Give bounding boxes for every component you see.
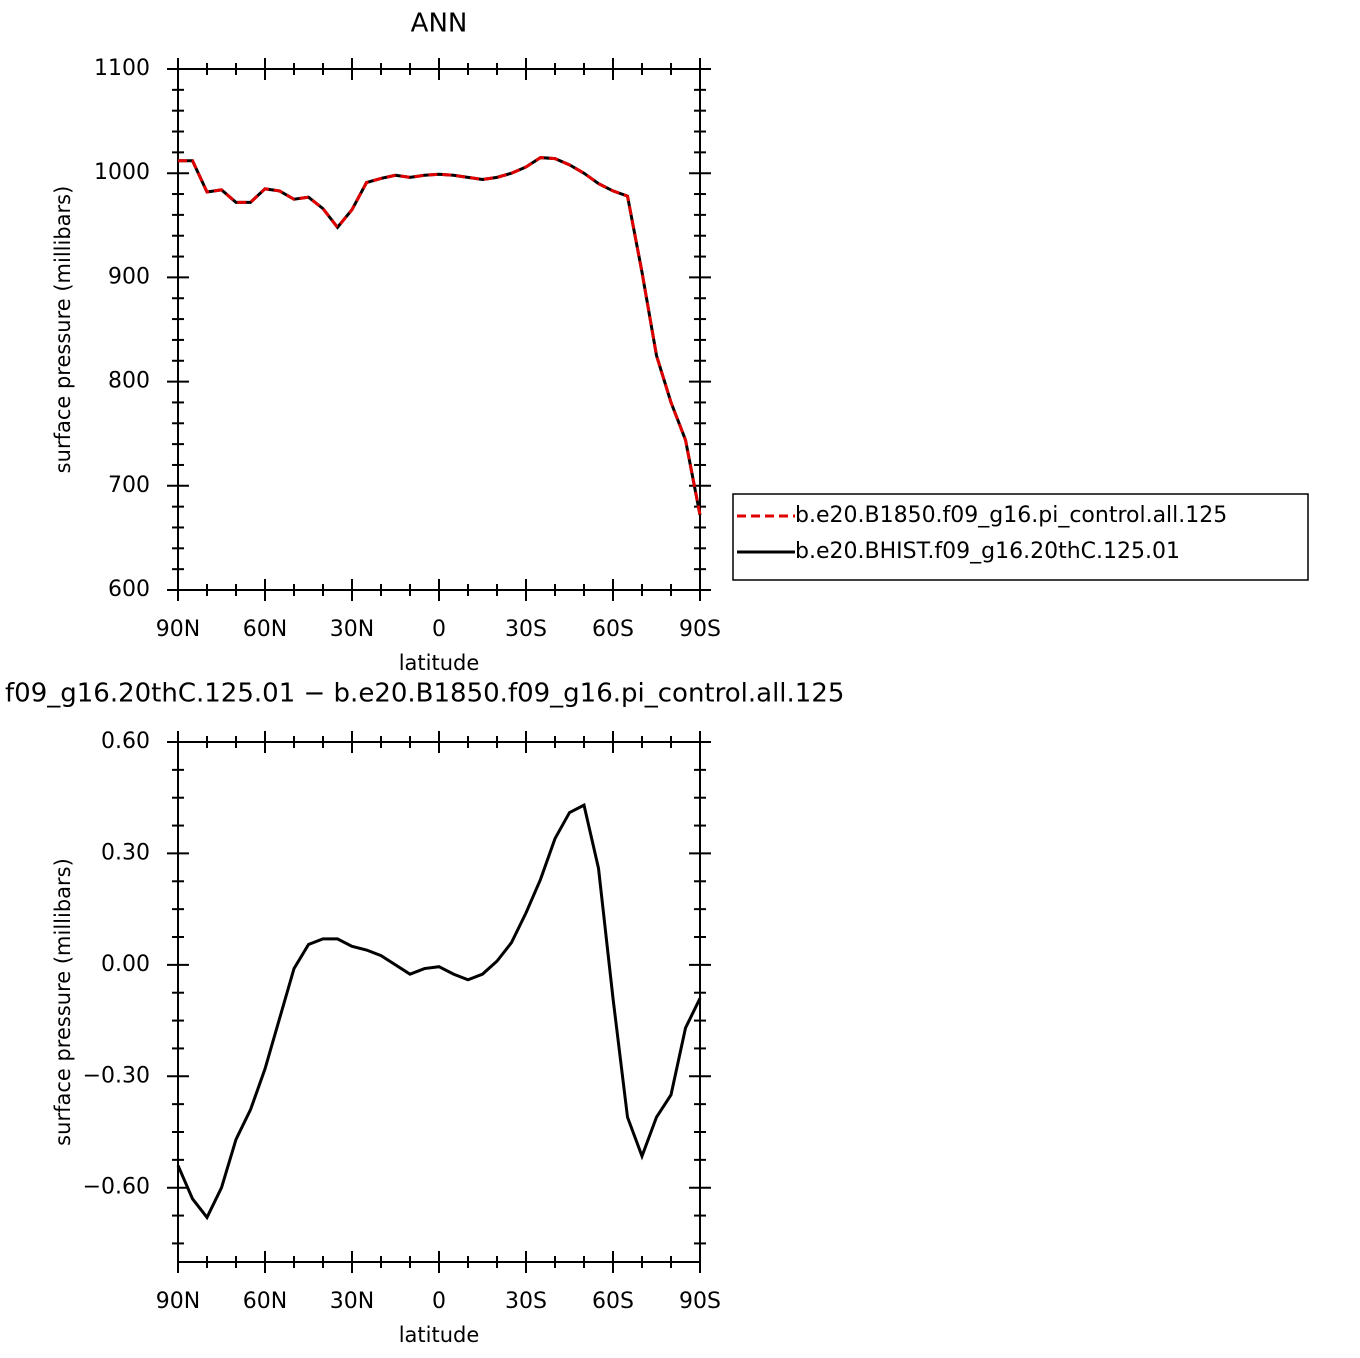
x-tick-label: 0 [432, 1289, 446, 1314]
y-tick-label: 800 [108, 369, 150, 394]
x-axis-label: latitude [399, 651, 480, 675]
plot-frame [177, 68, 701, 591]
x-tick-label: 90S [679, 617, 721, 642]
chart-title: ANN [411, 9, 468, 39]
x-tick-label: 90S [679, 1289, 721, 1314]
x-tick-label: 30S [505, 1289, 547, 1314]
plot-frame [177, 741, 701, 1263]
x-tick-label: 30N [330, 617, 374, 642]
x-axis-label: latitude [399, 1323, 480, 1347]
x-tick-label: 90N [156, 1289, 200, 1314]
x-tick-label: 60S [592, 1289, 634, 1314]
x-tick-label: 30N [330, 1289, 374, 1314]
x-tick-label: 30S [505, 617, 547, 642]
y-tick-label: 600 [108, 577, 150, 602]
line-series [176, 802, 702, 1221]
y-tick-label: 0.60 [101, 729, 150, 754]
x-tick-label: 60N [243, 1289, 287, 1314]
y-tick-label: 900 [108, 264, 150, 289]
x-tick-label: 60S [592, 617, 634, 642]
y-tick-label: 0.30 [101, 840, 150, 865]
line-series [178, 156, 702, 516]
x-tick-label: 60N [243, 617, 287, 642]
y-tick-label: −0.60 [83, 1175, 150, 1200]
legend-box [732, 493, 1309, 581]
y-axis-label: surface pressure (millibars) [51, 186, 75, 474]
chart-title: f09_g16.20thC.125.01 − b.e20.B1850.f09_g… [5, 679, 844, 709]
y-tick-label: −0.30 [83, 1063, 150, 1088]
x-tick-label: 0 [432, 617, 446, 642]
y-tick-label: 1000 [94, 160, 150, 185]
y-tick-label: 0.00 [101, 952, 150, 977]
y-tick-label: 1100 [94, 56, 150, 81]
legend-label: b.e20.BHIST.f09_g16.20thC.125.01 [795, 539, 1180, 564]
y-tick-label: 700 [108, 473, 150, 498]
line-series [178, 156, 702, 516]
x-tick-label: 90N [156, 617, 200, 642]
y-axis-label: surface pressure (millibars) [51, 858, 75, 1146]
legend-label: b.e20.B1850.f09_g16.pi_control.all.125 [795, 503, 1227, 528]
